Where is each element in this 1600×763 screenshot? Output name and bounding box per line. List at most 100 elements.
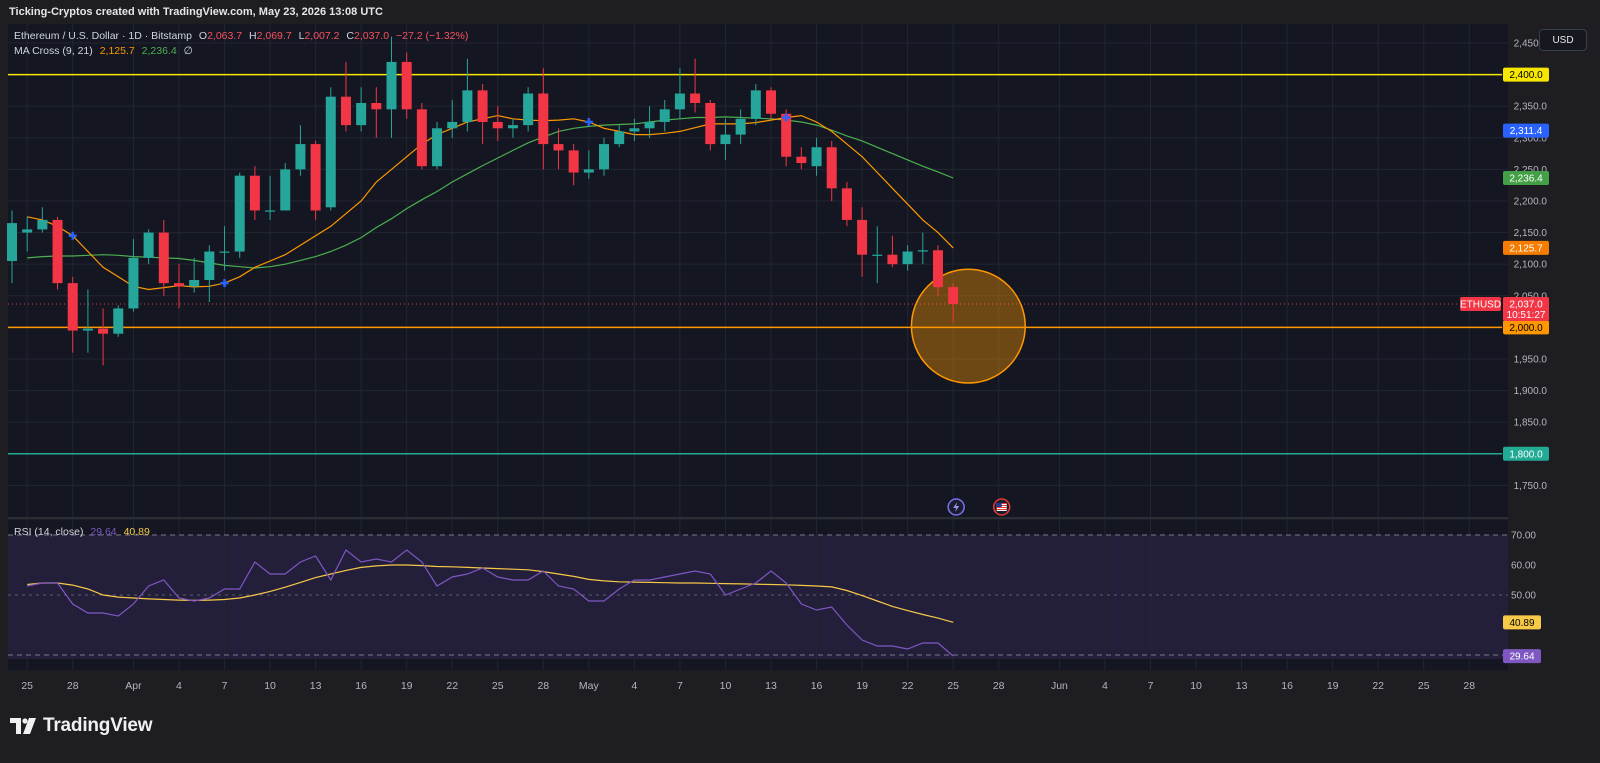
level-tag-1800-text: 1,800.0 (1509, 449, 1543, 460)
candle-body (614, 131, 625, 145)
candle (705, 99, 716, 151)
time-tick-label: 28 (537, 680, 549, 692)
close-value: 2,037.0 (354, 30, 390, 42)
rsi-ma-tag: 40.89 (1503, 615, 1541, 630)
candle-body (280, 169, 291, 211)
candle (766, 87, 776, 119)
candle-body (538, 93, 549, 145)
time-tick-label: 28 (1463, 680, 1475, 692)
tradingview-logo-icon (10, 718, 36, 734)
candle (371, 87, 382, 138)
currency-button[interactable]: USD (1539, 29, 1587, 51)
candle (189, 257, 200, 293)
candle-body (887, 254, 898, 265)
candle-body (340, 96, 351, 126)
candle (507, 118, 518, 138)
rsi-indicator-name[interactable]: RSI (14, close) (14, 526, 84, 538)
candle (796, 147, 807, 170)
rsi-ma-value: 40.89 (123, 526, 150, 538)
candle (234, 172, 245, 258)
level-tag-2400-bg (1503, 67, 1549, 82)
candle (492, 106, 503, 141)
candle-body (705, 103, 716, 145)
ma-cross-marker (68, 231, 77, 240)
candle (659, 99, 670, 132)
candle (538, 68, 549, 170)
time-tick-label: 28 (993, 680, 1005, 692)
time-tick-label: 16 (1281, 680, 1293, 692)
candle (113, 305, 124, 337)
price-tag-2: 2,125.7 (1503, 240, 1549, 255)
ma-fast-value: 2,125.7 (99, 45, 135, 57)
price-tick-label: 2,200.0 (1514, 196, 1548, 207)
level-tag-2000-bg (1503, 320, 1549, 335)
candle (128, 238, 139, 312)
last-price-value: 2,037.0 (1509, 299, 1543, 310)
candle (204, 245, 215, 303)
rsi-band (8, 535, 1508, 659)
ma-slow-line (27, 116, 954, 269)
candle (523, 87, 534, 132)
rsi-ma-line (27, 564, 954, 623)
lightning-event-icon[interactable] (947, 498, 965, 516)
candle-body (234, 175, 245, 252)
candle-body (599, 144, 610, 170)
time-tick-label: 25 (492, 680, 504, 692)
tradingview-brand[interactable]: TradingView (10, 714, 153, 738)
price-chart[interactable]: 1,750.0 1,800.0 1,850.0 1,900.0 1,950.0 2,000… (0, 0, 1600, 710)
price-tick-label: 1,950.0 (1514, 354, 1548, 365)
candle (386, 36, 397, 138)
bottom-bar: TradingView (0, 710, 1600, 763)
flag-stripe (996, 509, 1007, 510)
candle-body (204, 251, 215, 280)
price-tick-label: 2,150.0 (1514, 228, 1548, 239)
candle-body (492, 121, 503, 129)
candle-body (113, 308, 124, 334)
flag-stripe (996, 507, 1007, 508)
candle (857, 207, 868, 277)
time-tick-label: 4 (176, 680, 182, 692)
candle (432, 121, 443, 170)
candle-body (416, 109, 427, 167)
time-tick-label: 7 (677, 680, 683, 692)
candle (583, 150, 594, 179)
candle (872, 226, 883, 284)
candle (173, 264, 184, 309)
candle (477, 84, 488, 145)
candle (553, 128, 564, 170)
candle-body (265, 210, 276, 212)
candle-body (644, 121, 655, 129)
rsi-line (27, 549, 954, 657)
symbol-title[interactable]: Ethereum / U.S. Dollar · 1D · Bitstamp (14, 30, 192, 42)
rsi-tick-label: 50.00 (1511, 591, 1536, 602)
time-tick-label: 10 (264, 680, 276, 692)
time-tick-label: 4 (631, 680, 637, 692)
level-tag-1800-bg (1503, 446, 1549, 461)
change-value: −27.2 (−1.32%) (395, 30, 469, 42)
ma-indicator-name[interactable]: MA Cross (9, 21) (14, 45, 93, 57)
lightning-bolt (953, 502, 960, 512)
candle-body (7, 223, 17, 262)
chart-legend-ohlc: Ethereum / U.S. Dollar · 1D · Bitstamp O… (14, 30, 468, 42)
rsi-ma-tag-bg (1503, 615, 1541, 630)
price-tag-1-bg (1503, 170, 1549, 185)
time-tick-label: 25 (21, 680, 33, 692)
open-value: 2,063.7 (207, 30, 243, 42)
candle-body (310, 144, 321, 211)
price-tag-0: 2,311.4 (1503, 123, 1549, 138)
time-tick-label: 25 (947, 680, 959, 692)
level-tag-2000-text: 2,000.0 (1509, 323, 1543, 334)
time-tick-label: 22 (902, 680, 914, 692)
time-tick-label: 13 (1236, 680, 1248, 692)
candle-body (720, 134, 731, 145)
us-flag-event-icon[interactable] (992, 498, 1011, 516)
price-tick-label: 1,750.0 (1514, 481, 1548, 492)
price-tick-label: 2,050.0 (1514, 291, 1548, 302)
close-label: C (346, 30, 354, 42)
price-tag-1-text: 2,236.4 (1509, 173, 1543, 184)
candle (98, 308, 109, 366)
candle (568, 144, 579, 186)
chart-legend-ma: MA Cross (9, 21) 2,125.7 2,236.4 ∅ (14, 45, 193, 57)
ma-cross-marker (220, 279, 229, 288)
rsi-tick-label: 60.00 (1511, 561, 1536, 572)
